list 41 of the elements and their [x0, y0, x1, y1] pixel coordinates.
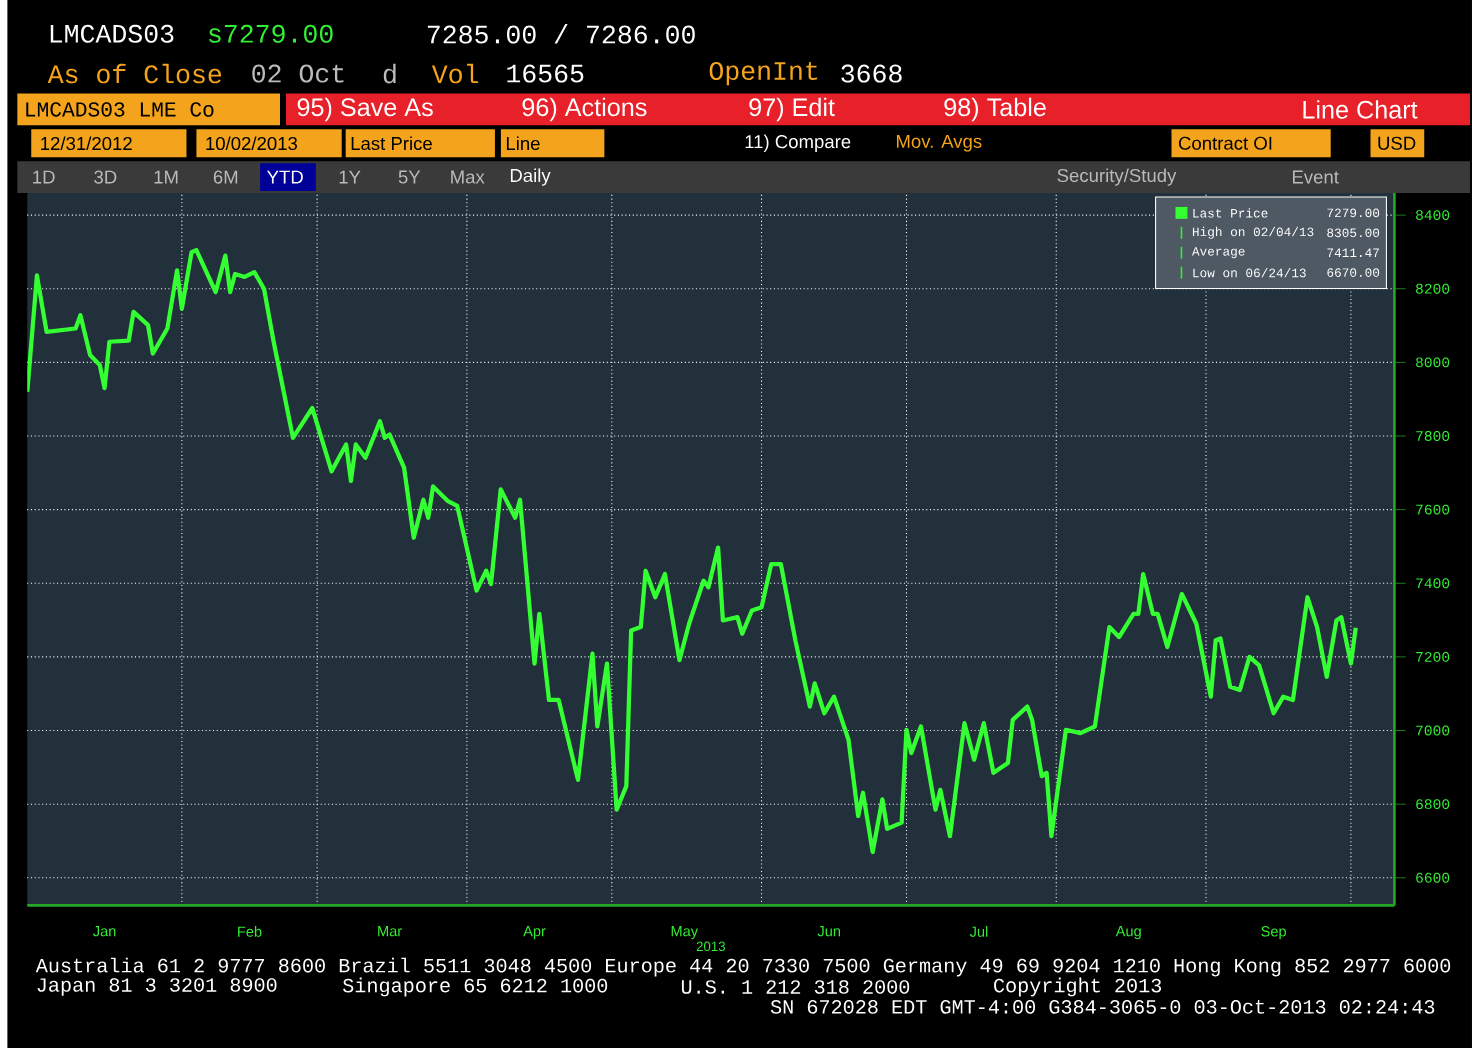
text: 3668 [841, 64, 902, 83]
text: 96) Actions [522, 97, 647, 121]
text: Singapore 65 6212 1000 [343, 977, 608, 997]
text: Security/Study [1057, 168, 1177, 186]
text: 11) Compare [745, 134, 851, 152]
chart-title: LMCADS03 [50, 24, 174, 43]
text: Copyright 2013 [994, 977, 1162, 997]
text: 02 Oct [252, 64, 344, 83]
text: U.S. 1 212 318 2000 [681, 979, 910, 994]
text: Line [506, 136, 540, 150]
text: 5Y [398, 170, 421, 184]
text: 16565 [507, 64, 584, 83]
text: 6M [213, 170, 238, 184]
text: Max [451, 170, 485, 184]
text: 3D [94, 170, 117, 184]
text: 98) Table [944, 97, 1046, 121]
text: Line Chart [1303, 99, 1418, 119]
text: SN 672028 EDT GMT-4:00 G384-3065-0 03-Oct-2013 02:24:43 [770, 999, 1435, 1014]
text: 12/31/2012 [41, 136, 132, 150]
text: 7285.00 / 7286.00 [427, 23, 695, 44]
text: 97) Edit [749, 97, 835, 121]
text: Event [1292, 170, 1339, 184]
text: USD [1378, 136, 1416, 150]
text: YTD [267, 170, 303, 184]
text: Mov. Avgs [896, 134, 982, 152]
text: 1Y [339, 170, 361, 184]
text: 10/02/2013 [206, 136, 298, 150]
text: Japan 81 3 3201 8900 [37, 977, 277, 996]
text: 1M [154, 170, 178, 184]
text: 95) Save As [297, 97, 433, 121]
text: As of Close [47, 63, 222, 83]
text: Contract OI [1178, 136, 1272, 150]
text: 1D [33, 170, 55, 184]
text: d [383, 63, 396, 84]
text: s7279.00 [209, 24, 333, 43]
text: LMCADS03 LME Co [26, 101, 214, 117]
text: Australia 61 2 9777 8600 Brazil 5511 3048 4500 Europe 44 20 7330 7500 Germany 49 69 9204 1210 Hong Kong 852 2977 6000 [35, 957, 1451, 977]
text: OpenInt [709, 61, 818, 85]
text: Vol [431, 63, 479, 83]
text: Last Price [351, 136, 432, 150]
text: Daily [510, 168, 551, 186]
